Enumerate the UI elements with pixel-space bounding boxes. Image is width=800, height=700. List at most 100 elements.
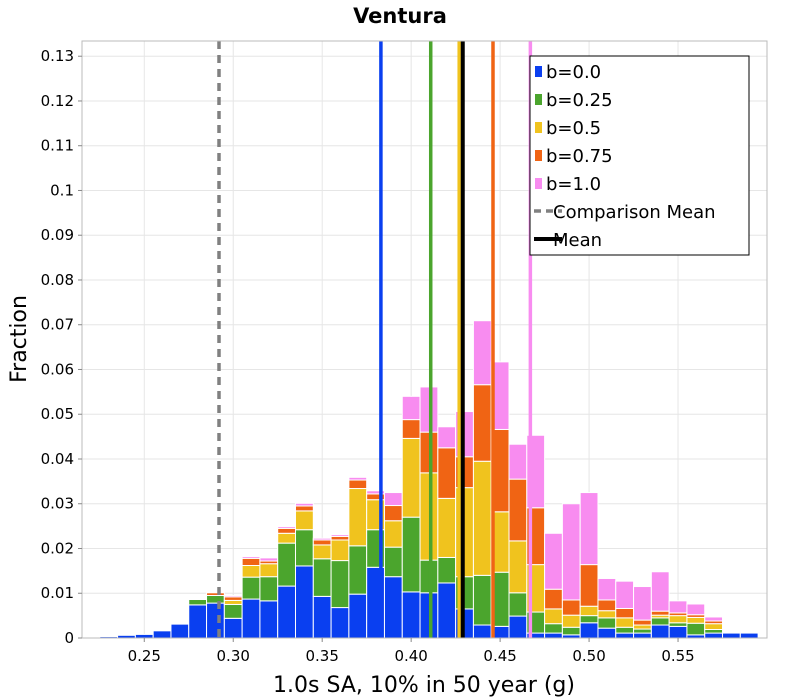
bar-segment-b=1.0 [437, 426, 457, 449]
legend-item: b=1.0 [535, 174, 601, 195]
legend-item: Mean [534, 230, 602, 251]
bar-segment-b=0.25 [348, 545, 368, 595]
bar-segment-b=0.75 [615, 607, 635, 619]
legend-label: Mean [553, 230, 602, 251]
bar-segment-b=0.0 [508, 615, 528, 639]
bar-segment-b=0.25 [544, 623, 563, 634]
y-tick-label: 0.09 [41, 226, 74, 244]
bar-segment-b=0.25 [295, 529, 314, 567]
bar-segment-b=0.0 [739, 632, 759, 639]
bar-segment-b=1.0 [401, 395, 421, 421]
bar-segment-b=0.0 [295, 565, 314, 639]
bar-segment-b=1.0 [472, 320, 492, 386]
x-axis-label: 1.0s SA, 10% in 50 year (g) [273, 673, 575, 698]
bar-segment-b=0.25 [259, 576, 279, 602]
bar-segment-b=1.0 [704, 616, 724, 622]
bar-segment-b=0.0 [472, 624, 492, 639]
bar-segment-b=1.0 [241, 556, 261, 559]
bar-segment-b=0.75 [561, 599, 581, 616]
bar-segment-b=0.5 [472, 460, 492, 576]
bar-segment-b=0.0 [401, 591, 421, 639]
x-tick-label: 0.35 [305, 647, 338, 665]
bar-segment-b=0.25 [401, 516, 421, 593]
bar-segment-b=0.75 [508, 478, 528, 542]
legend-item: b=0.75 [535, 146, 613, 167]
bar-segment-b=0.75 [295, 505, 314, 512]
bar-segment-b=0.25 [650, 617, 670, 626]
legend-swatch [535, 122, 542, 133]
y-axis-ticks: 0 0.01 0.02 0.03 0.04 0.05 0.06 0.07 0.08 0.09 0.1… [41, 47, 82, 647]
bar-segment-b=0.0 [312, 595, 332, 639]
bar-segment-b=1.0 [312, 537, 332, 541]
y-tick-label: 0.01 [41, 584, 74, 602]
legend-item: b=0.0 [535, 62, 601, 83]
y-tick-label: 0.13 [41, 47, 74, 65]
bar-segment-b=0.0 [241, 598, 261, 639]
bar-segment-b=0.5 [312, 544, 332, 560]
bar-segment-b=0.25 [561, 626, 581, 636]
legend: b=0.0 b=0.25 b=0.5 b=0.75 b=1.0 Comparison Me… [529, 55, 750, 256]
x-axis-ticks: 0.25 0.30 0.35 0.40 0.45 0.50 0.55 [128, 638, 695, 665]
bar-segment-b=0.5 [241, 565, 261, 578]
bar-segment-b=1.0 [348, 476, 368, 481]
bar-segment-b=1.0 [650, 571, 670, 612]
x-tick-label: 0.40 [394, 647, 427, 665]
bar-segment-b=0.0 [544, 632, 563, 639]
bar-segment-b=0.75 [544, 588, 563, 610]
bar-segment-b=0.75 [437, 447, 457, 499]
bar-segment-b=1.0 [490, 361, 510, 430]
bar-segment-b=0.0 [633, 632, 652, 639]
legend-swatch [535, 178, 542, 189]
x-tick-label: 0.30 [217, 647, 250, 665]
bar-segment-b=0.25 [330, 560, 350, 609]
legend-item: Comparison Mean [534, 202, 716, 223]
bar-segment-b=0.5 [704, 623, 724, 630]
bar-segment-b=1.0 [561, 503, 581, 601]
legend-label: b=0.25 [546, 90, 613, 111]
bar-segment-b=0.0 [437, 582, 457, 639]
bar-segment-b=0.0 [223, 617, 243, 639]
bar-segment-b=0.25 [668, 622, 688, 627]
bar-segment-b=0.5 [277, 532, 297, 544]
bar-segment-b=0.0 [579, 622, 599, 639]
bar-segment-b=0.0 [722, 632, 741, 639]
bar-segment-b=1.0 [277, 526, 297, 529]
bar-segment-b=0.0 [668, 625, 688, 639]
bar-segment-b=1.0 [223, 594, 243, 598]
bar-segment-b=0.0 [615, 632, 635, 639]
bar-segment-b=1.0 [579, 492, 599, 566]
legend-label: b=0.75 [546, 146, 613, 167]
bar-segment-b=1.0 [508, 443, 528, 480]
bar-segment-b=0.25 [633, 628, 652, 634]
y-axis-label: Fraction [7, 295, 32, 383]
x-tick-label: 0.55 [661, 647, 694, 665]
bar-segment-b=0.25 [383, 546, 403, 578]
y-tick-label: 0.1 [50, 181, 74, 199]
bar-segment-b=0.0 [650, 624, 670, 639]
plot-area-border [81, 40, 768, 639]
bar-segment-b=0.5 [561, 614, 581, 628]
bar-segment-b=0.0 [259, 600, 279, 639]
y-tick-label: 0.11 [41, 137, 74, 155]
legend-item: b=0.25 [535, 90, 613, 111]
bar-segment-b=0.25 [241, 576, 261, 600]
y-tick-label: 0.05 [41, 405, 74, 423]
bar-segment-b=0.75 [241, 557, 261, 567]
bar-segment-b=1.0 [544, 532, 563, 590]
x-tick-label: 0.50 [572, 647, 605, 665]
bar-segment-b=0.0 [277, 585, 297, 639]
legend-label: b=0.5 [546, 118, 601, 139]
bar-segment-b=0.0 [134, 633, 154, 639]
x-tick-label: 0.25 [128, 647, 161, 665]
bar-segment-b=0.0 [188, 604, 208, 639]
bar-segment-b=0.25 [472, 574, 492, 626]
legend-swatch [535, 66, 542, 77]
y-tick-label: 0.07 [41, 316, 74, 334]
bar-segment-b=0.25 [277, 542, 297, 587]
bar-segment-b=0.5 [668, 615, 688, 624]
bar-segment-b=0.5 [401, 437, 421, 518]
legend-swatch [535, 150, 542, 161]
bar-segment-b=0.0 [383, 576, 403, 639]
bar-segment-b=1.0 [295, 502, 314, 507]
bar-segment-b=0.25 [312, 558, 332, 597]
